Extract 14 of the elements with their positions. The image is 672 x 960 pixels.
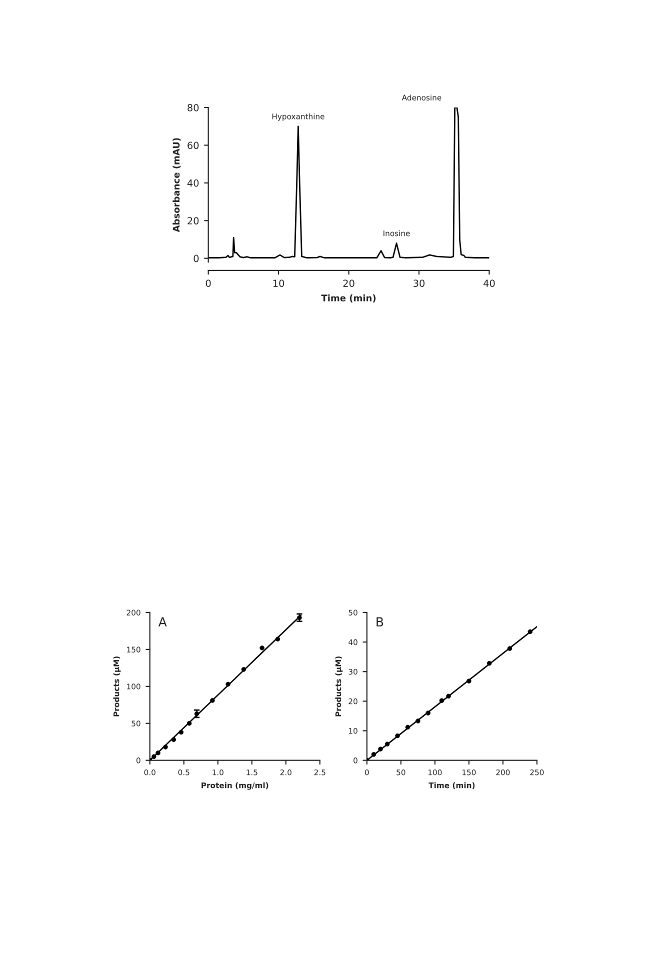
x-tick-label: 40	[484, 280, 495, 287]
y-tick-label: 80	[188, 104, 199, 112]
y-tick-label: 0	[194, 254, 199, 262]
line-series	[208, 108, 490, 258]
x-tick-label: 0	[206, 280, 211, 287]
y-tick-label: 60	[188, 142, 199, 150]
x-tick-label: 10	[273, 280, 284, 287]
x-tick-label: 30	[414, 280, 425, 287]
annotation: A	[158, 617, 167, 626]
y-tick-label: 20	[188, 217, 199, 224]
x-axis-title: Time (min)	[321, 294, 376, 302]
y-tick-label: 40	[187, 179, 199, 187]
y-axis-title: Absorbance (mAU)	[172, 138, 181, 232]
annotation: B	[376, 617, 384, 626]
